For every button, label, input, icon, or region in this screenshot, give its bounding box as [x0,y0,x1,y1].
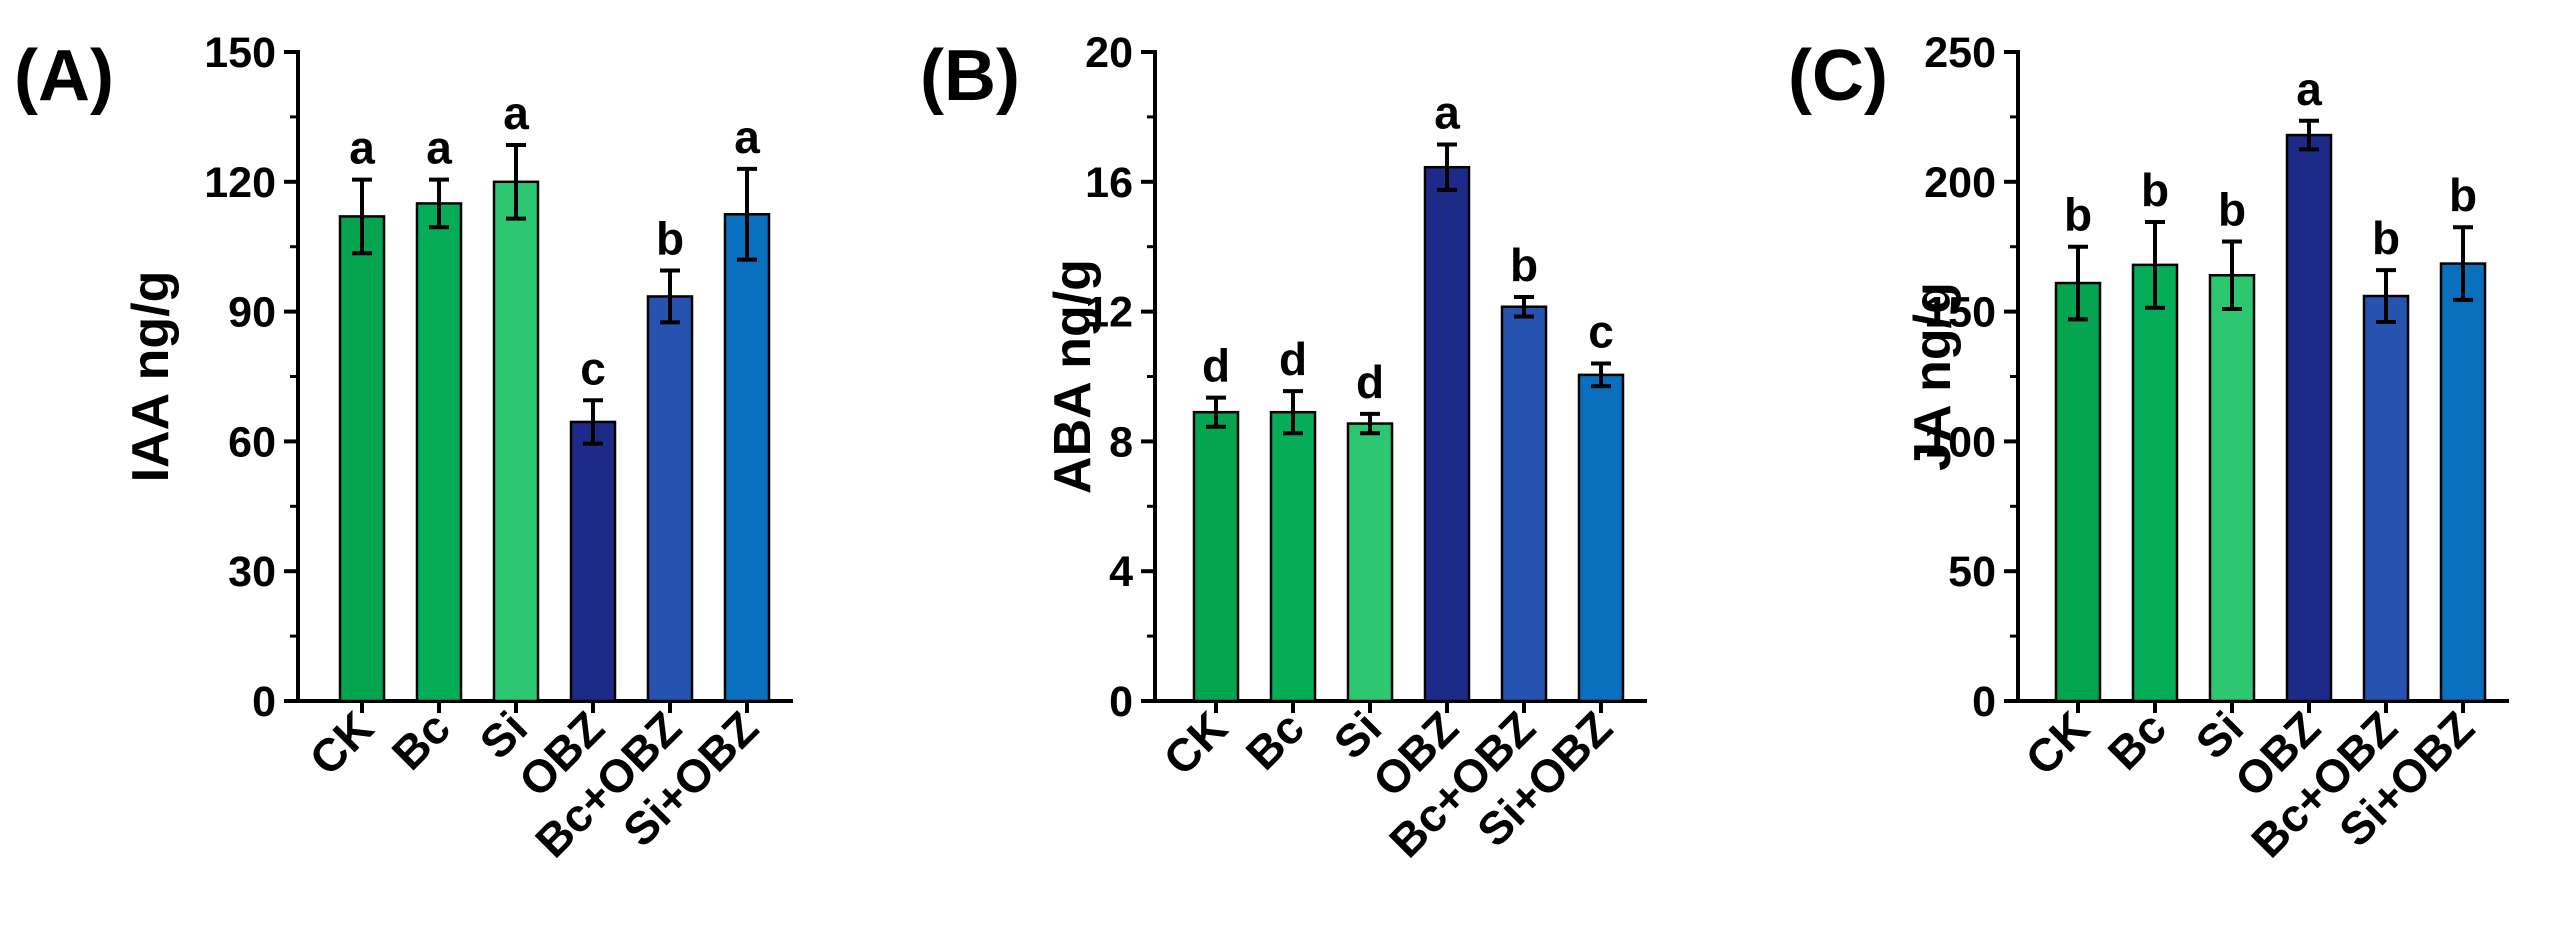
x-tick-label: CK [299,701,383,785]
significance-letter: a [503,87,529,139]
bar-obz [569,420,617,703]
bar-bc [415,202,463,703]
y-tick-label: 16 [1085,159,1133,207]
significance-letter: b [2372,212,2400,264]
y-tick-label: 30 [228,548,276,596]
y-tick-label: 90 [228,289,276,337]
significance-letter: b [2218,184,2246,236]
significance-letter: c [1588,306,1614,358]
y-tick-label: 50 [1948,548,1996,596]
y-tick-label: 120 [204,159,276,207]
bar-bc-plus-obz [2362,294,2410,703]
y-tick-label: 8 [1109,418,1133,466]
y-tick-label: 4 [1109,548,1133,596]
bar-bc-plus-obz [1500,305,1548,703]
bar-ck [1192,410,1240,703]
chart-panel-3: (C)JA ng/g050100150200250bCKbBcbSiaOBZbB… [1788,29,2509,867]
significance-letter: b [1510,239,1538,291]
significance-letter: a [426,122,452,174]
y-tick-label: 200 [1924,159,1996,207]
significance-letter: b [656,212,684,264]
y-tick-label: 12 [1085,289,1133,337]
y-axis-label: JA ng/g [1904,282,1962,471]
significance-letter: a [734,111,760,163]
y-tick-label: 250 [1924,29,1996,77]
significance-letter: b [2449,169,2477,221]
chart-panel-1: (A)IAA ng/g0306090120150aCKaBcaSicOBZbBc… [14,29,793,867]
y-tick-label: 60 [228,418,276,466]
x-tick-label: Bc [2098,701,2176,779]
bar-obz [1423,165,1471,703]
bar-obz [2285,133,2333,703]
significance-letter: a [349,122,375,174]
significance-letter: b [2064,189,2092,241]
significance-letter: d [1356,356,1384,408]
panel-label: (B) [920,36,1020,116]
x-tick-label: Bc [1236,701,1314,779]
y-axis-label: ABA ng/g [1044,259,1102,494]
significance-letter: a [2296,63,2322,115]
x-tick-label: CK [2015,701,2099,785]
bar-si [2208,274,2256,703]
bar-ck [2054,281,2102,703]
significance-letter: a [1434,86,1460,138]
y-tick-label: 0 [252,678,276,726]
x-tick-label: CK [1153,701,1237,785]
significance-letter: d [1202,340,1230,392]
y-tick-label: 150 [204,29,276,77]
significance-letter: b [2141,164,2169,216]
significance-letter: d [1279,333,1307,385]
bar-bc [2131,263,2179,703]
bar-ck [338,215,386,703]
y-axis-label: IAA ng/g [122,271,180,483]
y-tick-label: 150 [1924,289,1996,337]
y-tick-label: 20 [1085,29,1133,77]
bar-bc [1269,410,1317,703]
panel-label: (A) [14,36,114,116]
y-tick-label: 100 [1924,418,1996,466]
y-tick-label: 0 [1972,678,1996,726]
bar-si-plus-obz [2439,262,2487,703]
x-tick-label: Bc [382,701,460,779]
chart-panel-2: (B)ABA ng/g048121620dCKdBcdSiaOBZbBc+OBZ… [920,29,1647,867]
bar-si [492,180,540,703]
significance-letter: c [580,342,606,394]
bar-si-plus-obz [723,213,771,703]
bar-si-plus-obz [1577,373,1625,703]
panel-label: (C) [1788,36,1888,116]
bar-bc-plus-obz [646,295,694,703]
y-tick-label: 0 [1109,678,1133,726]
bar-si [1346,422,1394,703]
